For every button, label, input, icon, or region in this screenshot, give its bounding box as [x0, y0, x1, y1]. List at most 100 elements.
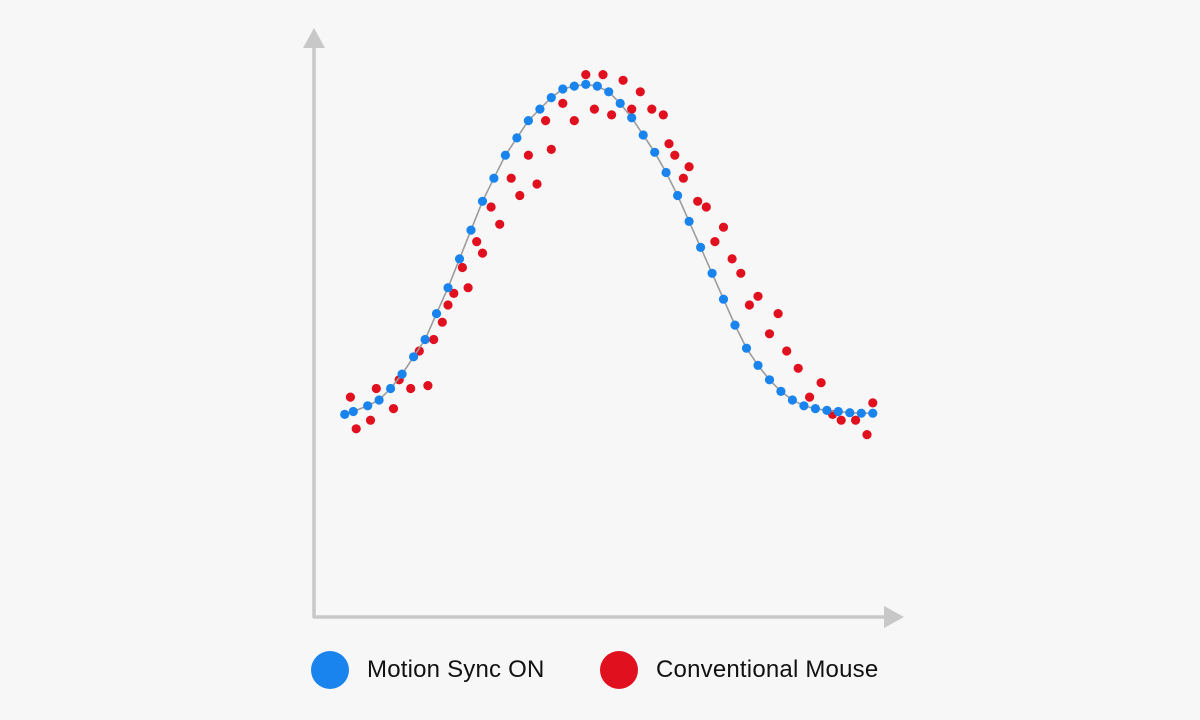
data-point-motion-sync-on: [431, 309, 442, 319]
data-point-conventional-mouse: [793, 363, 803, 373]
data-point-conventional-mouse: [658, 110, 668, 120]
data-point-conventional-mouse: [532, 179, 542, 189]
data-point-conventional-mouse: [618, 75, 628, 85]
data-point-motion-sync-on: [856, 408, 866, 418]
data-point-motion-sync-on: [386, 383, 396, 394]
data-point-conventional-mouse: [805, 392, 815, 402]
data-point-motion-sync-on: [868, 408, 878, 418]
data-point-motion-sync-on: [569, 81, 579, 91]
data-point-conventional-mouse: [647, 104, 657, 114]
data-point-conventional-mouse: [836, 415, 846, 425]
data-point-conventional-mouse: [423, 381, 433, 391]
data-point-motion-sync-on: [833, 406, 843, 417]
data-point-conventional-mouse: [701, 202, 711, 212]
legend-label-conventional-mouse: Conventional Mouse: [656, 656, 879, 683]
data-point-motion-sync-on: [718, 294, 729, 304]
data-point-motion-sync-on: [340, 409, 350, 419]
data-point-conventional-mouse: [736, 268, 746, 278]
data-point-conventional-mouse: [495, 219, 505, 229]
data-point-conventional-mouse: [546, 144, 556, 154]
axes: [303, 28, 904, 628]
data-point-conventional-mouse: [598, 70, 608, 80]
data-point-motion-sync-on: [466, 225, 476, 235]
data-point-conventional-mouse: [414, 346, 424, 356]
data-point-motion-sync-on: [374, 395, 384, 405]
data-point-conventional-mouse: [472, 237, 482, 247]
data-point-motion-sync-on: [661, 167, 671, 178]
data-point-motion-sync-on: [535, 104, 545, 114]
data-point-conventional-mouse: [406, 383, 416, 394]
data-point-motion-sync-on: [489, 173, 499, 183]
data-point-conventional-mouse: [365, 415, 376, 425]
data-point-motion-sync-on: [409, 352, 419, 362]
data-point-conventional-mouse: [388, 404, 399, 414]
series-conventional-mouse: [345, 70, 878, 440]
legend: Motion Sync ON Conventional Mouse: [0, 648, 1200, 692]
plot-area: [340, 70, 878, 440]
data-point-conventional-mouse: [607, 110, 617, 120]
data-point-motion-sync-on: [822, 405, 832, 415]
data-point-conventional-mouse: [558, 98, 568, 108]
data-point-conventional-mouse: [523, 150, 534, 160]
data-point-motion-sync-on: [627, 113, 637, 123]
data-point-motion-sync-on: [787, 395, 798, 405]
data-point-conventional-mouse: [635, 87, 645, 97]
data-point-conventional-mouse: [816, 378, 826, 388]
data-point-motion-sync-on: [397, 369, 407, 379]
data-point-conventional-mouse: [581, 70, 591, 80]
legend-label-motion-sync: Motion Sync ON: [367, 656, 545, 683]
data-point-motion-sync-on: [684, 216, 694, 226]
data-point-conventional-mouse: [862, 430, 872, 440]
data-point-motion-sync-on: [707, 268, 717, 278]
legend-swatch-motion-sync: [311, 651, 349, 689]
data-point-motion-sync-on: [523, 116, 534, 126]
data-point-conventional-mouse: [589, 104, 600, 114]
data-point-motion-sync-on: [615, 98, 625, 108]
data-point-motion-sync-on: [776, 386, 786, 396]
data-point-conventional-mouse: [684, 162, 694, 172]
series-line-motion-sync-on: [344, 83, 873, 416]
data-point-conventional-mouse: [345, 392, 355, 402]
data-point-motion-sync-on: [477, 196, 488, 206]
data-point-motion-sync-on: [512, 133, 522, 143]
data-point-conventional-mouse: [429, 334, 439, 345]
data-point-conventional-mouse: [569, 116, 579, 126]
data-point-conventional-mouse: [477, 248, 488, 258]
series-motion-sync-on: [340, 79, 878, 419]
legend-item-motion-sync: Motion Sync ON: [311, 648, 545, 692]
data-point-conventional-mouse: [678, 173, 689, 183]
data-point-motion-sync-on: [799, 401, 809, 411]
data-point-motion-sync-on: [638, 130, 648, 140]
legend-swatch-conventional-mouse: [600, 651, 638, 689]
data-point-motion-sync-on: [604, 87, 614, 97]
data-point-conventional-mouse: [371, 383, 381, 394]
data-point-conventional-mouse: [443, 300, 453, 310]
data-point-motion-sync-on: [420, 334, 430, 345]
data-point-motion-sync-on: [443, 283, 453, 293]
data-point-conventional-mouse: [457, 262, 467, 273]
data-point-motion-sync-on: [673, 190, 683, 201]
data-point-conventional-mouse: [486, 202, 496, 212]
data-point-conventional-mouse: [744, 300, 755, 310]
x-axis-arrow: [884, 606, 904, 628]
data-point-motion-sync-on: [546, 93, 556, 103]
data-point-motion-sync-on: [558, 84, 568, 94]
data-point-motion-sync-on: [363, 401, 373, 411]
data-point-conventional-mouse: [710, 237, 720, 247]
data-point-conventional-mouse: [541, 116, 551, 126]
data-point-motion-sync-on: [845, 408, 855, 418]
data-point-motion-sync-on: [500, 150, 510, 160]
data-point-conventional-mouse: [782, 346, 792, 356]
data-point-conventional-mouse: [773, 309, 783, 319]
data-point-motion-sync-on: [581, 79, 591, 89]
data-point-conventional-mouse: [437, 317, 447, 327]
data-point-conventional-mouse: [449, 288, 459, 298]
data-point-conventional-mouse: [670, 150, 680, 160]
data-point-conventional-mouse: [463, 283, 473, 293]
data-point-motion-sync-on: [592, 81, 602, 91]
data-point-conventional-mouse: [351, 424, 361, 434]
data-point-conventional-mouse: [506, 173, 516, 183]
y-axis-arrow: [303, 28, 325, 48]
data-point-motion-sync-on: [696, 242, 706, 252]
data-point-conventional-mouse: [515, 190, 525, 201]
